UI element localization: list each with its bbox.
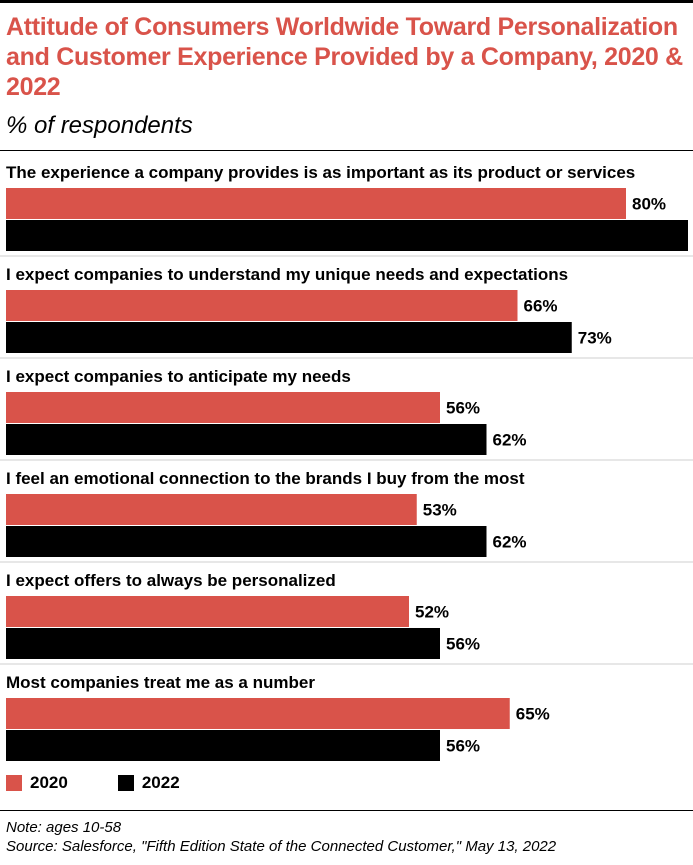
footer-divider xyxy=(0,810,693,811)
bar-2020 xyxy=(6,290,518,321)
source-text: Source: Salesforce, "Fifth Edition State… xyxy=(6,838,557,855)
value-label-2022: 73% xyxy=(578,329,612,348)
bar-2020 xyxy=(6,188,626,219)
header-divider xyxy=(0,150,693,151)
bar-2020 xyxy=(6,698,510,729)
bar-2020 xyxy=(6,494,417,525)
category-label: I expect companies to understand my uniq… xyxy=(6,265,568,284)
note-text: Note: ages 10-58 xyxy=(6,819,122,836)
value-label-2020: 65% xyxy=(516,705,550,724)
category-label: The experience a company provides is as … xyxy=(6,163,635,182)
value-label-2022: 56% xyxy=(446,737,480,756)
value-label-2020: 56% xyxy=(446,399,480,418)
bar-2022 xyxy=(6,526,487,557)
category-label: I feel an emotional connection to the br… xyxy=(6,469,525,488)
value-label-2022: 56% xyxy=(446,635,480,654)
legend-swatch-2020 xyxy=(6,775,22,791)
legend-label-2020: 2020 xyxy=(30,773,68,792)
category-label: I expect companies to anticipate my need… xyxy=(6,367,351,386)
value-label-2020: 80% xyxy=(632,195,666,214)
bar-2022 xyxy=(6,322,572,353)
footnotes: Note: ages 10-58 Source: Salesforce, "Fi… xyxy=(6,818,556,856)
legend-label-2022: 2022 xyxy=(141,773,180,792)
value-label-2020: 66% xyxy=(524,297,558,316)
bar-chart: The experience a company provides is as … xyxy=(0,163,693,761)
top-rule xyxy=(0,0,693,3)
chart-subtitle: % of respondents xyxy=(6,112,193,139)
legend: 2020 2022 xyxy=(6,773,230,793)
bar-2022 xyxy=(6,628,440,659)
value-label-2020: 53% xyxy=(423,501,457,520)
legend-swatch-2022 xyxy=(117,775,134,791)
value-label-2022: 62% xyxy=(493,533,527,552)
bar-2022 xyxy=(6,220,688,251)
bar-2020 xyxy=(6,596,409,627)
legend-item-2020: 2020 xyxy=(6,773,68,793)
chart-title: Attitude of Consumers Worldwide Toward P… xyxy=(6,13,683,101)
bar-2020 xyxy=(6,392,440,423)
category-label: Most companies treat me as a number xyxy=(6,673,315,692)
legend-item-2022: 2022 xyxy=(117,773,180,793)
value-label-2020: 52% xyxy=(415,603,449,622)
value-label-2022: 62% xyxy=(493,431,527,450)
category-label: I expect offers to always be personalize… xyxy=(6,571,336,590)
bar-2022 xyxy=(6,424,487,455)
bar-2022 xyxy=(6,730,440,761)
